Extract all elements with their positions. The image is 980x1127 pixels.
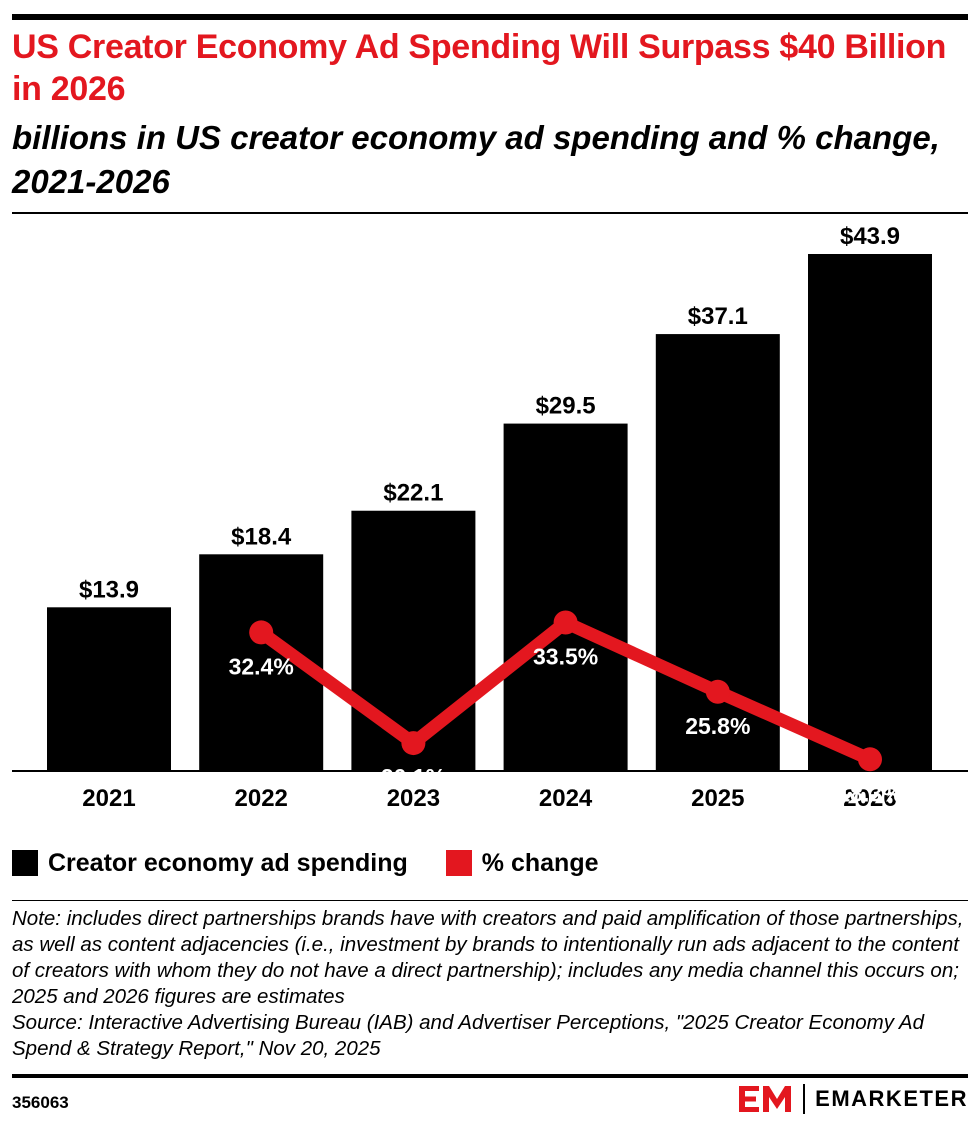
legend-item-spending: Creator economy ad spending: [12, 849, 408, 878]
change-point-2022: [249, 620, 274, 645]
legend-label-spending: Creator economy ad spending: [48, 848, 408, 877]
x-tick-label-2021: 2021: [82, 785, 135, 812]
x-tick-label-2025: 2025: [691, 785, 744, 812]
bar-value-label-2022: $18.4: [231, 523, 292, 550]
bars-layer: [47, 254, 932, 771]
line-layer: [249, 610, 882, 772]
change-label-2025: 25.8%: [685, 713, 750, 739]
footnote: Note: includes direct partnerships brand…: [12, 906, 972, 1062]
legend-swatch-change: [445, 850, 472, 876]
change-point-2023: [401, 731, 426, 756]
change-point-2024: [553, 610, 578, 635]
legend-item-change: % change: [445, 848, 599, 878]
chart-title: US Creator Economy Ad Spending Will Surp…: [12, 28, 947, 108]
bar-2023: [351, 510, 476, 771]
bar-value-label-2021: $13.9: [79, 576, 139, 603]
em-logo-icon: [739, 1086, 792, 1112]
note-text: Note: includes direct partnerships brand…: [12, 907, 964, 1008]
source-text: Source: Interactive Advertising Bureau (…: [12, 1011, 924, 1060]
change-label-2024: 33.5%: [533, 644, 598, 670]
header-rule: [12, 212, 968, 214]
change-point-2026: [858, 747, 882, 772]
chart-subtitle: billions in US creator economy ad spendi…: [12, 119, 940, 200]
brand-name: EMARKETER: [815, 1086, 968, 1111]
bar-value-label-2024: $29.5: [536, 393, 596, 420]
legend-swatch-spending: [12, 850, 38, 876]
brand: EMARKETER: [739, 1083, 968, 1115]
legend: Creator economy ad spending % change: [12, 846, 637, 880]
bar-value-label-2025: $37.1: [688, 303, 748, 330]
bar-2024: [503, 423, 628, 771]
bar-2026: [808, 254, 932, 771]
bar-value-label-2026: $43.9: [840, 223, 900, 250]
chart-id: 356063: [12, 1093, 69, 1112]
x-tick-label-2023: 2023: [387, 785, 440, 812]
change-label-2026: 18.3%: [837, 780, 902, 806]
line-labels-layer: 32.4% 20.1% 33.5% 25.8% 18.3%: [229, 644, 903, 807]
note-rule: [12, 900, 968, 901]
bottom-rule: [12, 1074, 968, 1078]
bar-2021: [47, 607, 171, 771]
legend-label-change: % change: [481, 848, 599, 877]
x-ticks-layer: 2021 2022 2023 2024 2025 2026: [82, 785, 896, 812]
x-tick-label-2026: 2026: [843, 785, 896, 812]
change-point-2025: [705, 679, 730, 704]
x-tick-label-2024: 2024: [539, 785, 593, 812]
change-label-2022: 32.4%: [229, 653, 294, 679]
top-rule: [12, 14, 968, 20]
bar-value-label-2023: $22.1: [383, 480, 443, 507]
brand-separator: [803, 1084, 806, 1114]
chart: $13.9$18.4$22.1$29.5$37.1$43.9 2021 2022 2…: [12, 223, 968, 812]
change-label-2023: 20.1%: [381, 764, 446, 790]
bar-labels-layer: $13.9 $18.4 $22.1 $29.5 $37.1 $43.9: [79, 223, 900, 603]
x-tick-label-2022: 2022: [235, 785, 288, 812]
